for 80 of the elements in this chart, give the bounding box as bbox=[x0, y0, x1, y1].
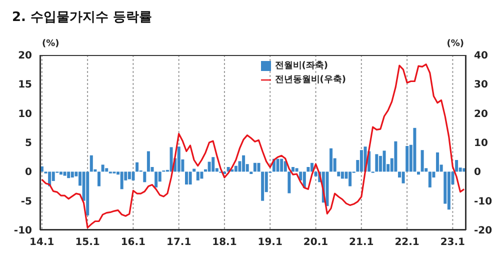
x-tick-label: 19.1 bbox=[258, 237, 282, 248]
bar bbox=[257, 162, 260, 172]
bar bbox=[143, 172, 146, 182]
bar bbox=[184, 172, 188, 184]
bar bbox=[288, 172, 291, 194]
bar bbox=[382, 150, 386, 172]
bar bbox=[455, 160, 458, 172]
x-tick-label: 18.1 bbox=[212, 237, 237, 248]
bar bbox=[406, 146, 409, 172]
bar bbox=[420, 150, 424, 172]
bar bbox=[200, 172, 204, 179]
bar bbox=[261, 172, 264, 201]
y-tick-label: 5 bbox=[25, 138, 32, 150]
y-axis-title: (%) bbox=[42, 39, 60, 49]
y-tick-label: -10 bbox=[14, 226, 32, 237]
bar bbox=[212, 157, 215, 172]
bar bbox=[340, 172, 344, 179]
y2-axis-title: (%) bbox=[446, 39, 464, 49]
bar bbox=[280, 158, 284, 172]
x-tick-label: 23.1 bbox=[440, 237, 466, 248]
x-tick-label: 22.1 bbox=[394, 237, 420, 248]
bar bbox=[360, 150, 363, 172]
bar bbox=[101, 164, 104, 172]
bar bbox=[90, 155, 93, 172]
y2-tick-label: 20 bbox=[474, 108, 488, 120]
y-tick-label: -5 bbox=[20, 196, 32, 208]
x-tick-label: 21.1 bbox=[349, 237, 374, 248]
bar bbox=[136, 162, 139, 172]
bar bbox=[306, 167, 310, 172]
legend-label: 전월비(좌축) bbox=[274, 61, 328, 71]
bar bbox=[67, 172, 70, 178]
bar bbox=[276, 158, 280, 172]
bar bbox=[428, 172, 432, 188]
bar bbox=[326, 172, 329, 206]
y2-tick-label: 0 bbox=[474, 167, 481, 178]
bar bbox=[394, 141, 398, 172]
bar bbox=[98, 172, 101, 186]
bar bbox=[402, 172, 405, 184]
bar bbox=[291, 167, 294, 172]
bar bbox=[295, 168, 298, 172]
bar bbox=[188, 172, 192, 184]
y2-tick-label: -10 bbox=[474, 196, 492, 208]
bar bbox=[242, 155, 246, 172]
bar bbox=[447, 172, 450, 210]
bar bbox=[128, 172, 131, 180]
bar bbox=[348, 172, 352, 186]
chart-title: 2. 수입물가지수 등락률 bbox=[12, 9, 152, 26]
y2-tick-label: -20 bbox=[474, 226, 492, 237]
y-tick-label: 10 bbox=[18, 108, 32, 120]
bar bbox=[132, 172, 135, 180]
bar bbox=[196, 172, 200, 180]
bar bbox=[59, 172, 62, 175]
legend-label: 전년동월비(우축) bbox=[274, 75, 346, 85]
y-tick-label: 20 bbox=[18, 50, 32, 62]
bar bbox=[253, 162, 256, 172]
bar bbox=[177, 146, 180, 172]
bar bbox=[436, 152, 440, 172]
bar bbox=[63, 172, 66, 176]
x-tick-label: 16.1 bbox=[120, 237, 146, 248]
x-tick-label: 17.1 bbox=[166, 237, 192, 248]
y2-tick-label: 30 bbox=[474, 80, 488, 91]
bar bbox=[330, 148, 333, 172]
bar bbox=[375, 154, 378, 172]
bar bbox=[86, 172, 90, 216]
bar bbox=[154, 172, 158, 188]
x-tick-label: 14.1 bbox=[30, 237, 54, 248]
y-tick-label: 0 bbox=[25, 167, 32, 178]
bar bbox=[105, 168, 108, 172]
y2-tick-label: 40 bbox=[474, 50, 488, 62]
x-tick-label: 20.1 bbox=[303, 237, 328, 248]
bar bbox=[120, 172, 124, 190]
bar bbox=[413, 128, 416, 172]
y2-tick-label: 10 bbox=[474, 138, 488, 150]
bar bbox=[170, 147, 173, 172]
bar bbox=[70, 172, 74, 178]
bar bbox=[146, 151, 150, 172]
y-tick-label: 15 bbox=[18, 80, 32, 91]
x-tick-label: 15.1 bbox=[75, 237, 100, 248]
bar bbox=[417, 172, 420, 175]
bar bbox=[337, 172, 340, 176]
